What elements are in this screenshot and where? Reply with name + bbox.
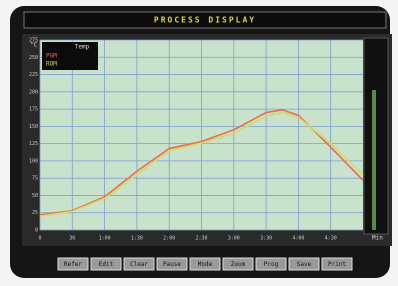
y-tick-label: 25 [32,210,38,216]
y-tick-label: 150 [29,124,38,130]
button-label[interactable]: Print [328,261,346,268]
button-label[interactable]: Prog [264,261,279,268]
button-label[interactable]: Refer [64,261,82,268]
y-tick-label: 275 [29,38,38,44]
button-label[interactable]: Clear [130,261,148,268]
y-tick-label: 75 [32,176,38,182]
x-tick-label: 2:30 [195,236,207,242]
button-label[interactable]: Pause [163,261,181,268]
button-label[interactable]: Zoom [231,261,246,268]
y-tick-label: 200 [29,89,38,95]
x-tick-label: 30 [69,236,75,242]
button-label[interactable]: Edit [99,261,114,268]
x-tick-label: 1:30 [131,236,143,242]
y-tick-label: 50 [32,193,38,199]
y-tick-label: 0 [35,228,38,234]
y-tick-label: 175 [29,107,38,113]
y-tick-label: 125 [29,141,38,147]
page: {"chart_data": {"type": "line", "title":… [0,0,398,286]
x-tick-label: 4:00 [292,236,304,242]
x-tick-label: 3:30 [260,236,272,242]
legend-entry: PGM [46,53,57,60]
button-label[interactable]: Mode [198,261,213,268]
x-tick-label: 3:00 [228,236,240,242]
legend-entry: ROM [46,61,57,68]
screen: PROCESS DISPLAY °C Min ReferEditClearPau… [0,0,398,286]
button-row: Refer Edit Clear Pause Mode Zoom Prog Save Print [58,258,352,270]
x-tick-label: 1:00 [99,236,111,242]
gauge-bar [372,90,376,230]
x-tick-label: 4:30 [325,236,337,242]
x-tick-label: 2:00 [163,236,175,242]
button-label[interactable]: Save [297,261,312,268]
y-tick-label: 225 [29,72,38,78]
y-tick-label: 250 [29,55,38,61]
title: PROCESS DISPLAY [154,16,256,25]
x-axis-label: Min [372,235,383,242]
y-tick-label: 100 [29,158,38,164]
legend-title: Temp [75,44,90,51]
x-tick-label: 0 [38,236,41,242]
